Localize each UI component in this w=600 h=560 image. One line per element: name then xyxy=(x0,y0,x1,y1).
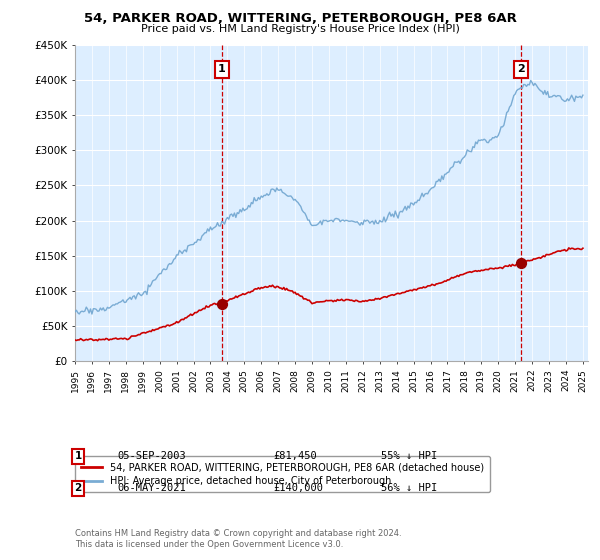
Text: 05-SEP-2003: 05-SEP-2003 xyxy=(117,451,186,461)
Text: 1: 1 xyxy=(218,64,226,74)
Text: 56% ↓ HPI: 56% ↓ HPI xyxy=(381,483,437,493)
Text: £81,450: £81,450 xyxy=(273,451,317,461)
Text: 2: 2 xyxy=(517,64,525,74)
Point xyxy=(217,300,227,309)
Text: £140,000: £140,000 xyxy=(273,483,323,493)
Text: Contains HM Land Registry data © Crown copyright and database right 2024.
This d: Contains HM Land Registry data © Crown c… xyxy=(75,529,401,549)
Text: 1: 1 xyxy=(74,451,82,461)
Text: 55% ↓ HPI: 55% ↓ HPI xyxy=(381,451,437,461)
Text: 2: 2 xyxy=(74,483,82,493)
Point xyxy=(517,258,526,267)
Text: 54, PARKER ROAD, WITTERING, PETERBOROUGH, PE8 6AR: 54, PARKER ROAD, WITTERING, PETERBOROUGH… xyxy=(83,12,517,25)
Text: Price paid vs. HM Land Registry's House Price Index (HPI): Price paid vs. HM Land Registry's House … xyxy=(140,24,460,34)
Legend: 54, PARKER ROAD, WITTERING, PETERBOROUGH, PE8 6AR (detached house), HPI: Average: 54, PARKER ROAD, WITTERING, PETERBOROUGH… xyxy=(75,456,490,492)
Text: 06-MAY-2021: 06-MAY-2021 xyxy=(117,483,186,493)
